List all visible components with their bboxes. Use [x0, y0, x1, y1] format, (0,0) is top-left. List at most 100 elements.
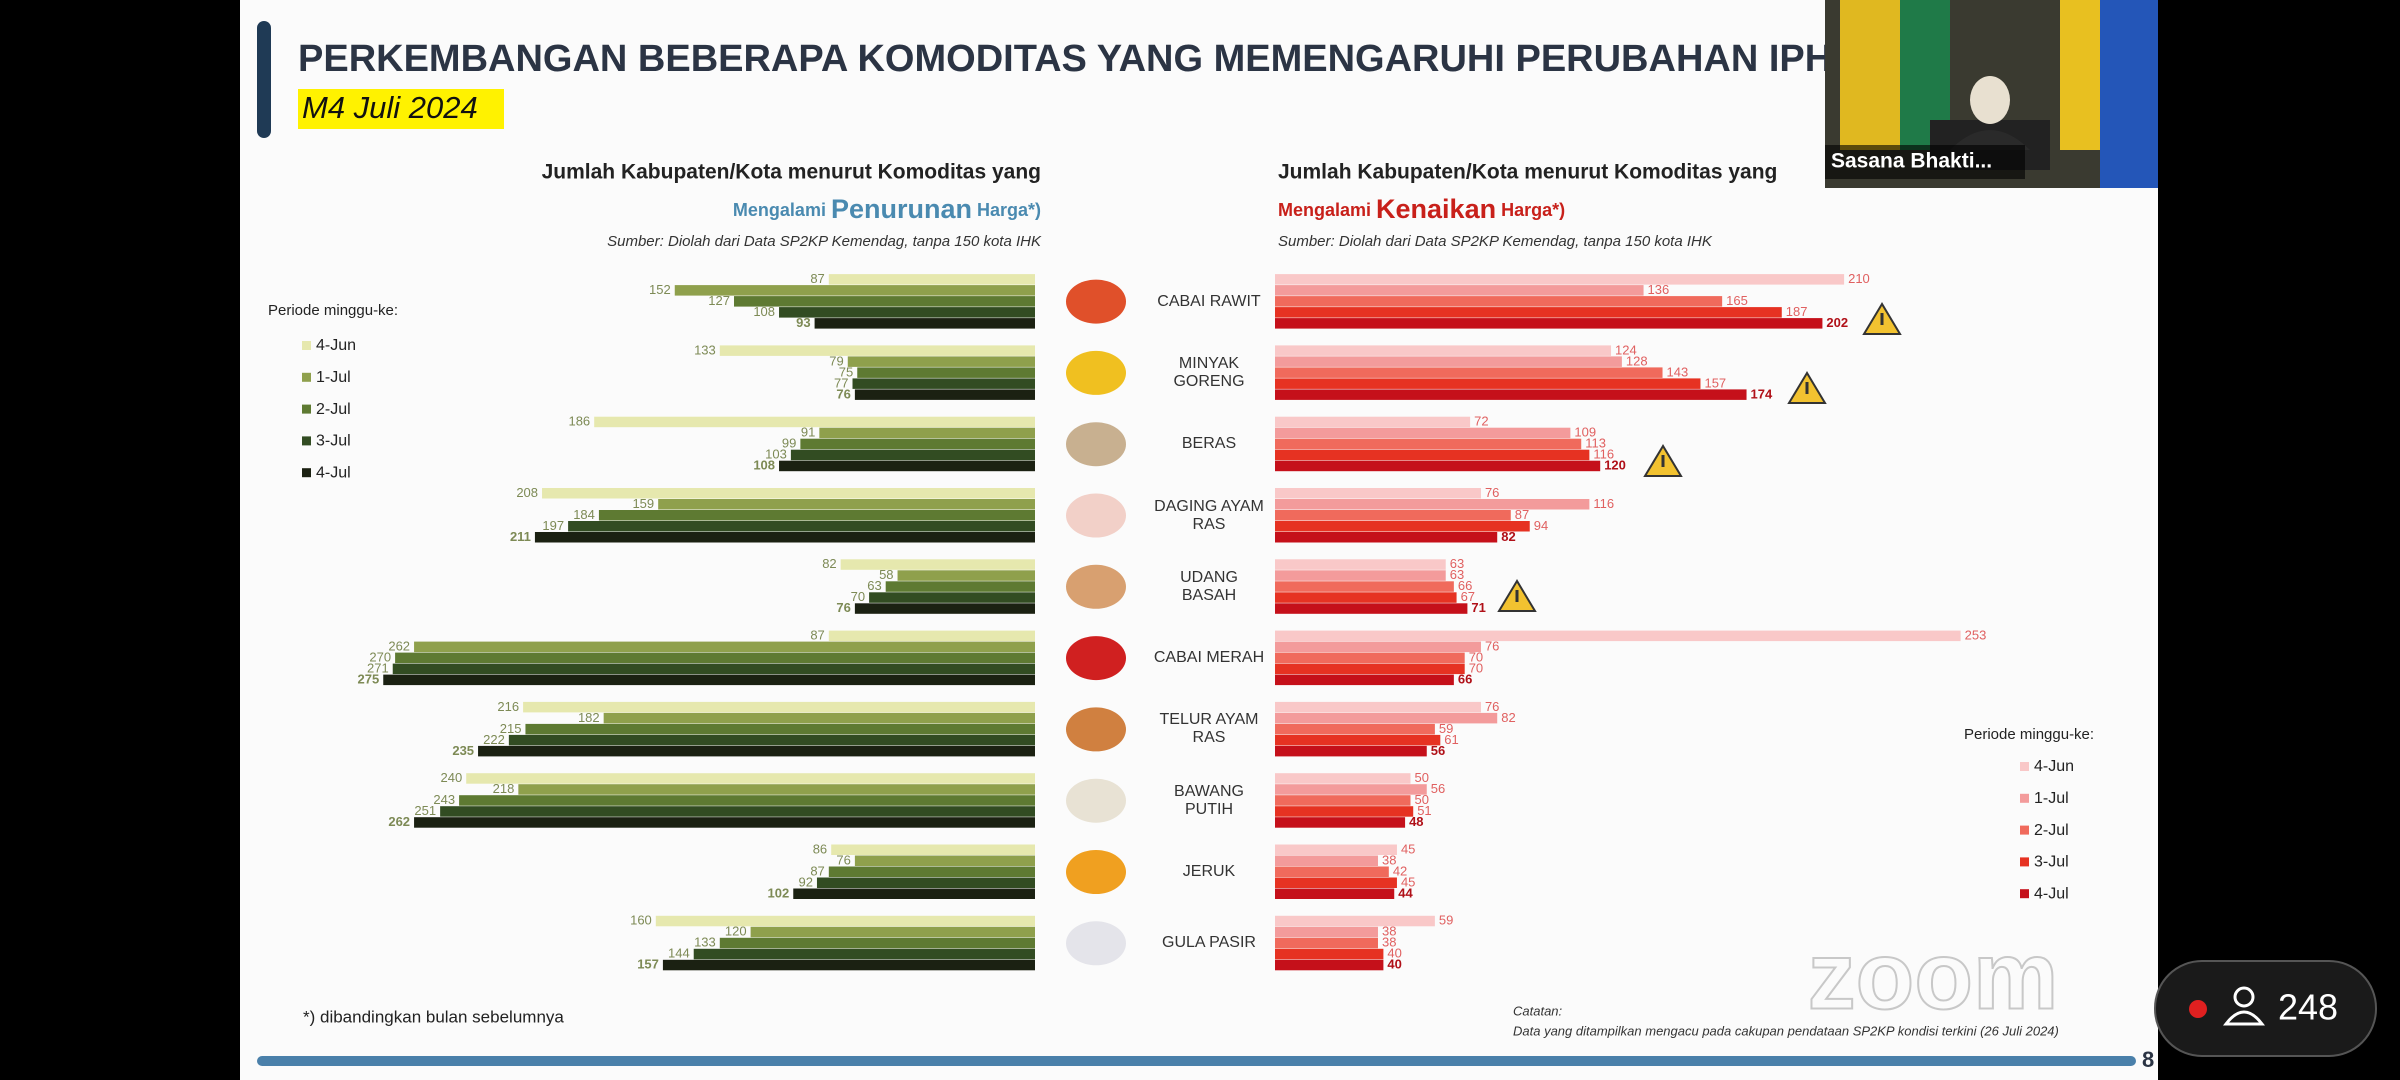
value-label: 45 [1401, 874, 1415, 889]
value-label: 70 [1469, 650, 1483, 665]
value-label: 45 [1401, 841, 1415, 856]
bar [1275, 460, 1601, 472]
commodity-icon [1066, 850, 1126, 894]
bar [1275, 641, 1481, 653]
note: Data yang ditampilkan mengacu pada cakup… [1513, 1023, 2059, 1038]
value-label: 72 [1474, 414, 1488, 429]
subtitle-part: Harga*) [972, 200, 1041, 220]
bar [414, 817, 1035, 828]
bar [1275, 734, 1441, 746]
value-label: 51 [1417, 803, 1431, 818]
commodity-icon [1066, 279, 1126, 324]
value-label: 63 [1450, 567, 1464, 582]
bar [1275, 806, 1414, 817]
value-label: 71 [1471, 600, 1485, 615]
value-label: 160 [630, 913, 652, 928]
bar [1275, 296, 1723, 307]
bar [800, 438, 1035, 450]
commodity-icon [1066, 493, 1126, 538]
subtitle-part: Mengalami [1278, 200, 1376, 220]
slide-title: PERKEMBANGAN BEBERAPA KOMODITAS YANG MEM… [298, 38, 1832, 80]
panel-subtitle: Mengalami Kenaikan Harga*) [1278, 194, 1565, 224]
legend-swatch [2020, 762, 2029, 771]
bar [1275, 773, 1411, 784]
category-label: UDANG BASAH [1180, 568, 1238, 604]
value-label: 76 [836, 852, 850, 867]
value-label: 182 [578, 710, 600, 725]
commodity-icon [1066, 778, 1126, 823]
bar [1275, 701, 1481, 713]
value-label: 87 [810, 863, 824, 878]
bar [525, 723, 1035, 735]
value-label: 210 [1848, 271, 1870, 286]
participant-name: Sasana Bhakti... [1831, 150, 1992, 173]
value-label: 103 [765, 447, 787, 462]
value-label: 67 [1461, 589, 1475, 604]
recording-dot [2189, 1000, 2207, 1018]
bar [1275, 345, 1612, 356]
value-label: 44 [1398, 885, 1413, 900]
bar [814, 318, 1035, 329]
value-label: 157 [1704, 375, 1726, 390]
category-label: CABAI RAWIT [1157, 292, 1261, 310]
bar [440, 806, 1035, 817]
video-tile: Sasana Bhakti... [1825, 0, 2158, 188]
bar [854, 603, 1035, 614]
bar [1275, 307, 1782, 318]
value-label: 94 [1534, 518, 1548, 533]
bar [1275, 784, 1427, 795]
category-label: GULA PASIR [1162, 934, 1256, 952]
bar [1275, 663, 1465, 675]
legend-label: 4-Jun [2034, 758, 2074, 775]
value-label: 38 [1382, 924, 1396, 939]
bar [1275, 926, 1378, 938]
value-label: 59 [1439, 721, 1453, 736]
bar [828, 866, 1035, 877]
participants-pill[interactable]: 248 [2154, 960, 2377, 1057]
bar [750, 926, 1035, 938]
bar [1275, 592, 1457, 603]
value-label: 127 [708, 293, 730, 308]
bar [1275, 959, 1384, 971]
bar [568, 521, 1035, 532]
bar [1275, 285, 1644, 296]
value-label: 186 [568, 414, 590, 429]
participant-count[interactable]: 248 [2278, 987, 2338, 1028]
subtitle-emphasis: Kenaikan [1376, 194, 1496, 224]
value-label: 136 [1648, 282, 1670, 297]
value-label: 50 [1415, 792, 1429, 807]
bar [1275, 723, 1435, 735]
value-label: 87 [810, 628, 824, 643]
zoom-watermark: zoom [1808, 922, 2059, 1029]
bar [1275, 855, 1378, 866]
value-label: 86 [813, 841, 827, 856]
value-label: 211 [510, 529, 531, 544]
value-label: 38 [1382, 935, 1396, 950]
bar [719, 937, 1035, 949]
category-label: CABAI MERAH [1153, 649, 1265, 667]
bar [1275, 795, 1411, 806]
value-label: 93 [796, 315, 810, 330]
bar [478, 745, 1035, 757]
pill[interactable] [2154, 960, 2377, 1057]
value-label: 40 [1387, 946, 1401, 961]
bar [779, 307, 1035, 318]
bar [395, 652, 1036, 664]
value-label: 99 [782, 436, 796, 451]
legend-label: 4-Jul [316, 464, 351, 481]
bar [1275, 712, 1498, 724]
value-label: 76 [836, 386, 850, 401]
category-label: BAWANG PUTIH [1174, 782, 1244, 818]
bar [852, 378, 1035, 389]
bar [1275, 559, 1446, 570]
value-label: 157 [637, 957, 659, 972]
bar [819, 427, 1035, 439]
bar [1275, 378, 1701, 389]
flag [2060, 0, 2100, 150]
value-label: 66 [1458, 672, 1472, 687]
value-label: 270 [369, 650, 391, 665]
subtitle-part: Mengalami [733, 200, 831, 220]
legend-label: 2-Jul [316, 401, 351, 418]
bar [1275, 745, 1427, 757]
